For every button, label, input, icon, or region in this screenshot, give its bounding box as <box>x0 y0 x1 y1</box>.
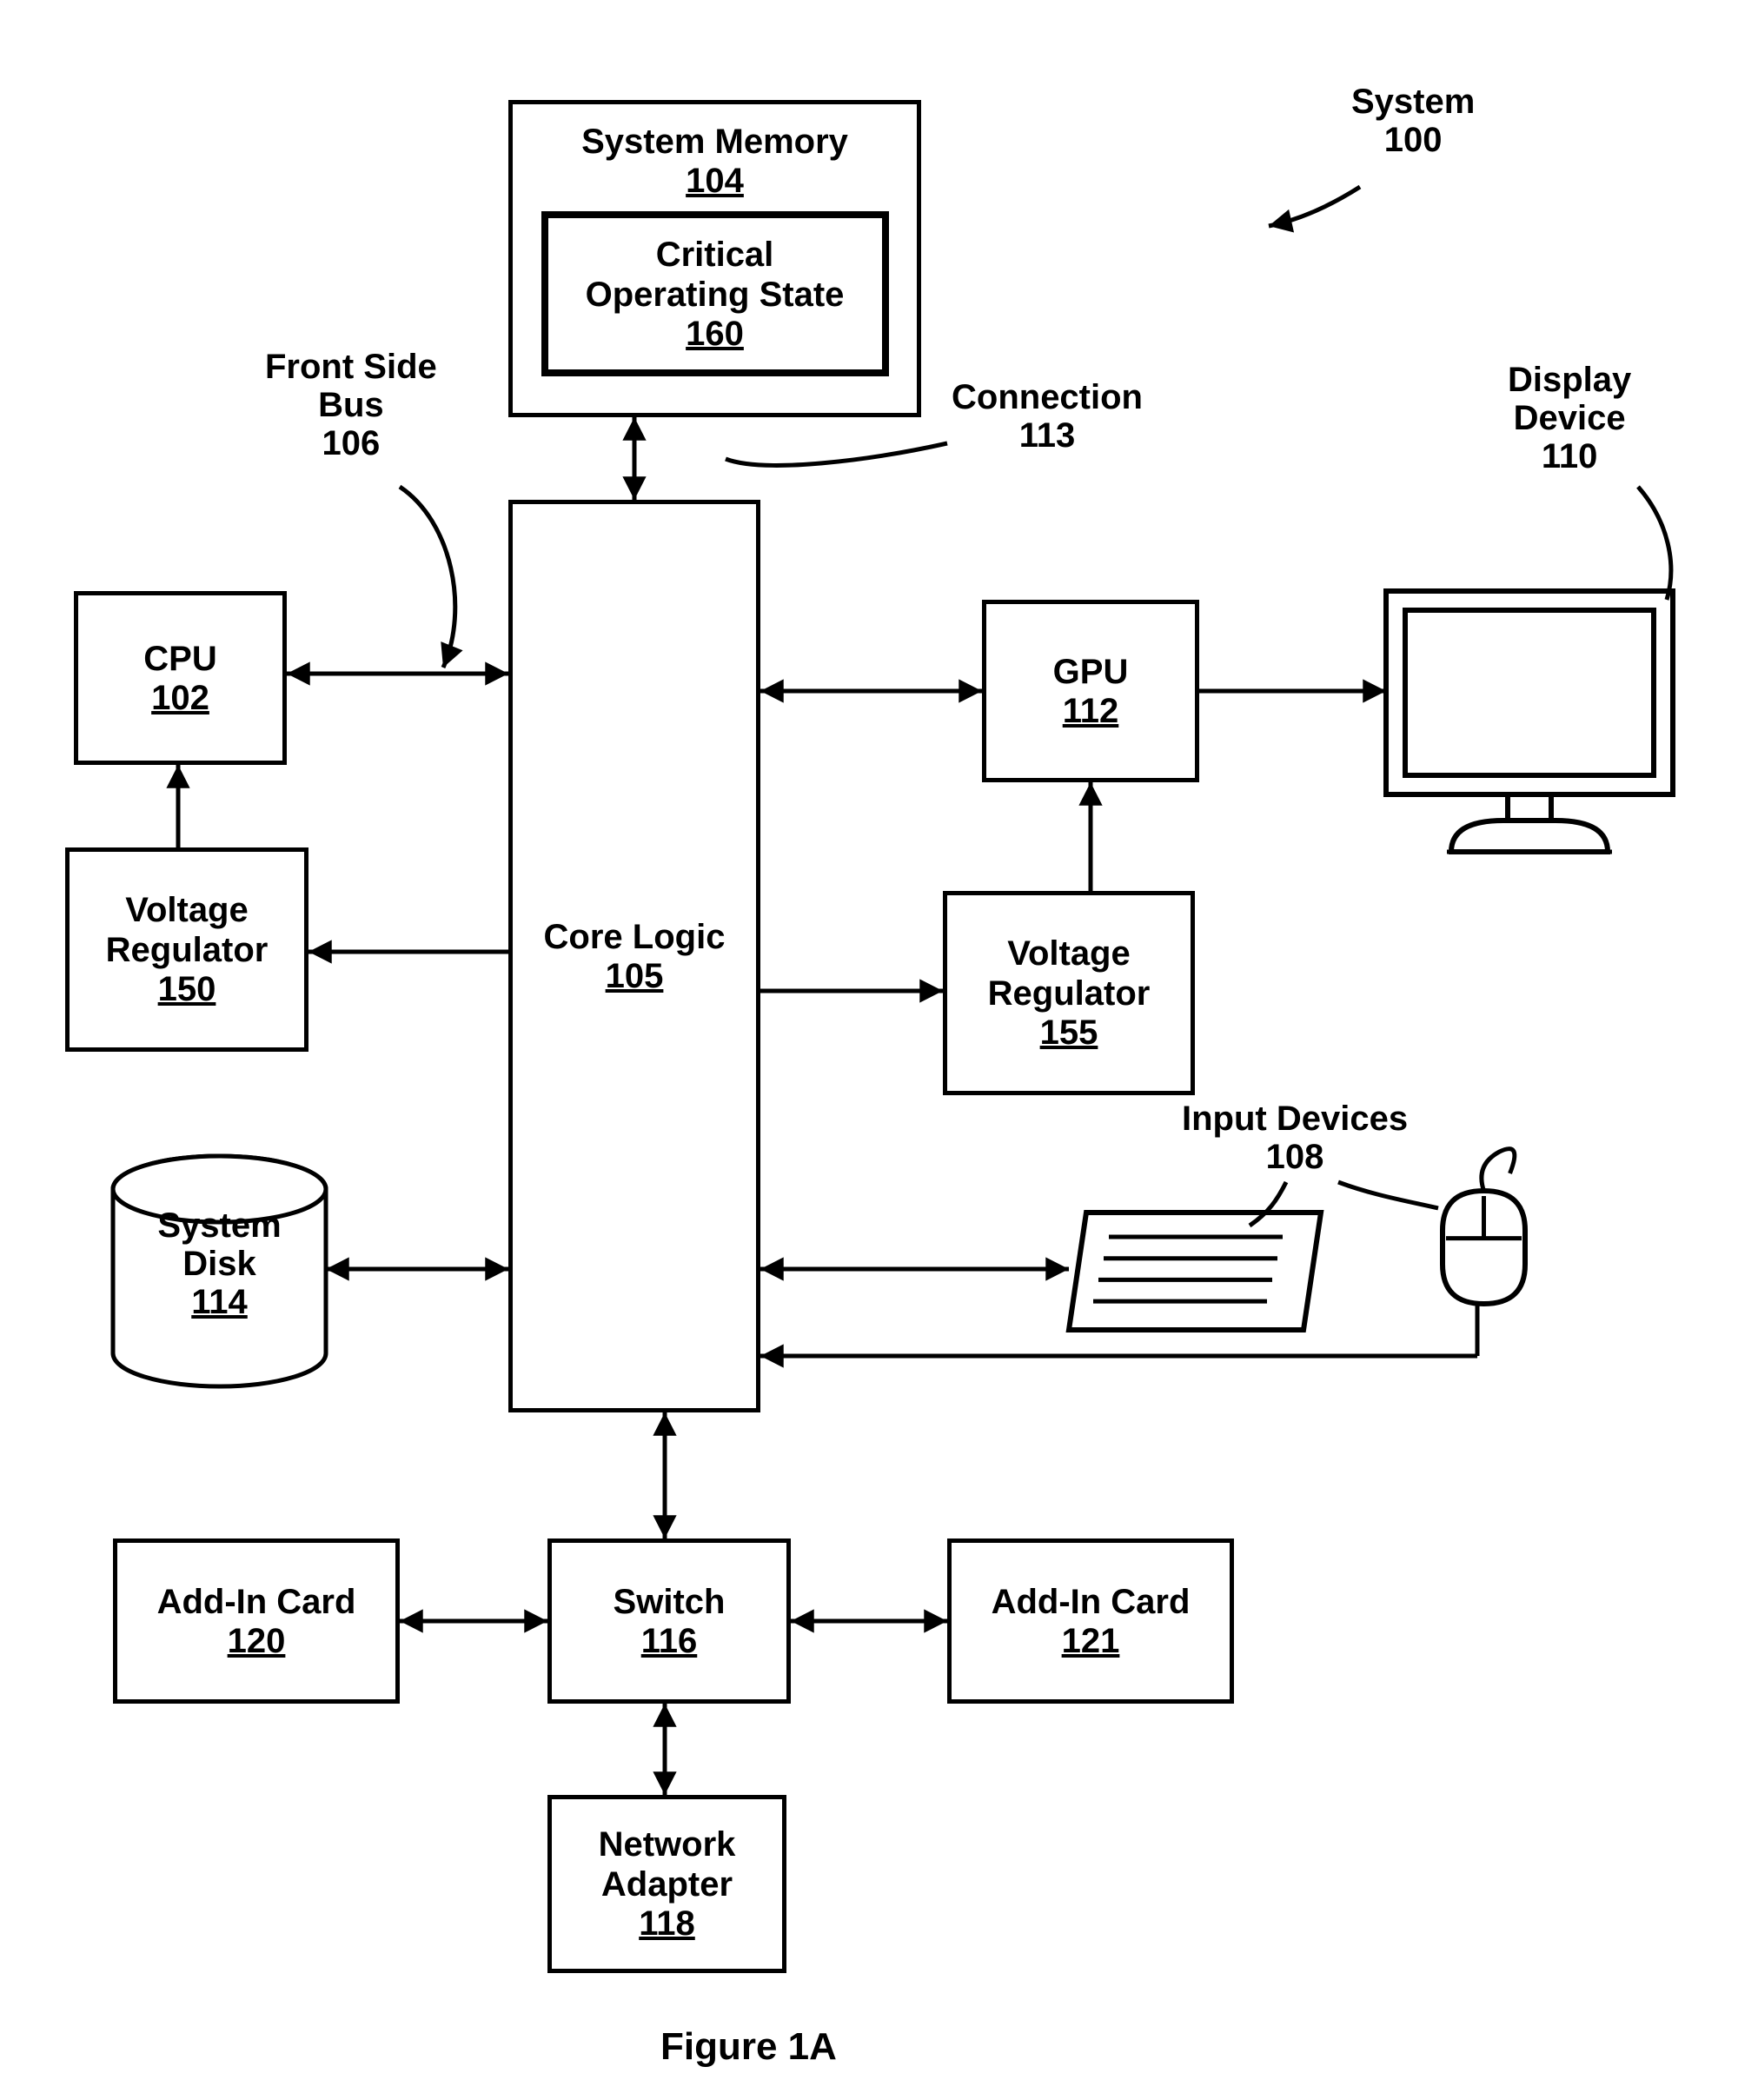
node-title: GPU <box>1053 652 1129 692</box>
node-gpu: GPU112 <box>982 600 1199 782</box>
diagram-canvas: Figure 1A System Memory104 CriticalOperat… <box>0 0 1738 2100</box>
node-title: VoltageRegulator <box>106 890 269 970</box>
node-ref: 155 <box>1040 1013 1098 1053</box>
node-net_adapter: NetworkAdapter118 <box>547 1795 786 1973</box>
node-ref: 120 <box>228 1622 286 1661</box>
node-addin_left: Add-In Card120 <box>113 1538 400 1704</box>
node-system_disk-label: SystemDisk114 <box>113 1206 326 1321</box>
node-title: Core Logic <box>544 917 726 957</box>
node-switch: Switch116 <box>547 1538 791 1704</box>
node-title: Add-In Card <box>992 1582 1191 1622</box>
node-ref: 112 <box>1063 692 1119 731</box>
node-ref: 116 <box>641 1622 698 1661</box>
inner-node: CriticalOperating State160 <box>541 211 889 376</box>
label-system: System100 <box>1351 83 1475 159</box>
node-ref: 121 <box>1062 1622 1120 1661</box>
node-ref: 150 <box>158 970 216 1009</box>
node-ref: 104 <box>686 162 744 201</box>
node-title: CPU <box>143 639 216 679</box>
node-system_memory: System Memory104 CriticalOperating State1… <box>508 100 921 417</box>
node-core_logic: Core Logic105 <box>508 500 760 1412</box>
node-title: NetworkAdapter <box>599 1824 736 1904</box>
label-connection: Connection113 <box>952 378 1143 455</box>
node-cpu: CPU102 <box>74 591 287 765</box>
label-fsb: Front SideBus106 <box>265 348 437 462</box>
node-vr_cpu: VoltageRegulator150 <box>65 847 308 1052</box>
node-ref: 118 <box>639 1904 695 1944</box>
figure-caption: Figure 1A <box>660 2025 837 2069</box>
node-addin_right: Add-In Card121 <box>947 1538 1234 1704</box>
node-ref: 105 <box>606 957 664 996</box>
label-display_dev: DisplayDevice110 <box>1508 361 1631 475</box>
node-title: System Memory <box>581 122 848 162</box>
node-title: Switch <box>614 1582 726 1622</box>
node-title: Add-In Card <box>157 1582 356 1622</box>
node-ref: 102 <box>151 679 209 718</box>
label-input_dev: Input Devices108 <box>1182 1100 1408 1176</box>
node-vr_gpu: VoltageRegulator155 <box>943 891 1195 1095</box>
node-title: VoltageRegulator <box>988 934 1151 1013</box>
